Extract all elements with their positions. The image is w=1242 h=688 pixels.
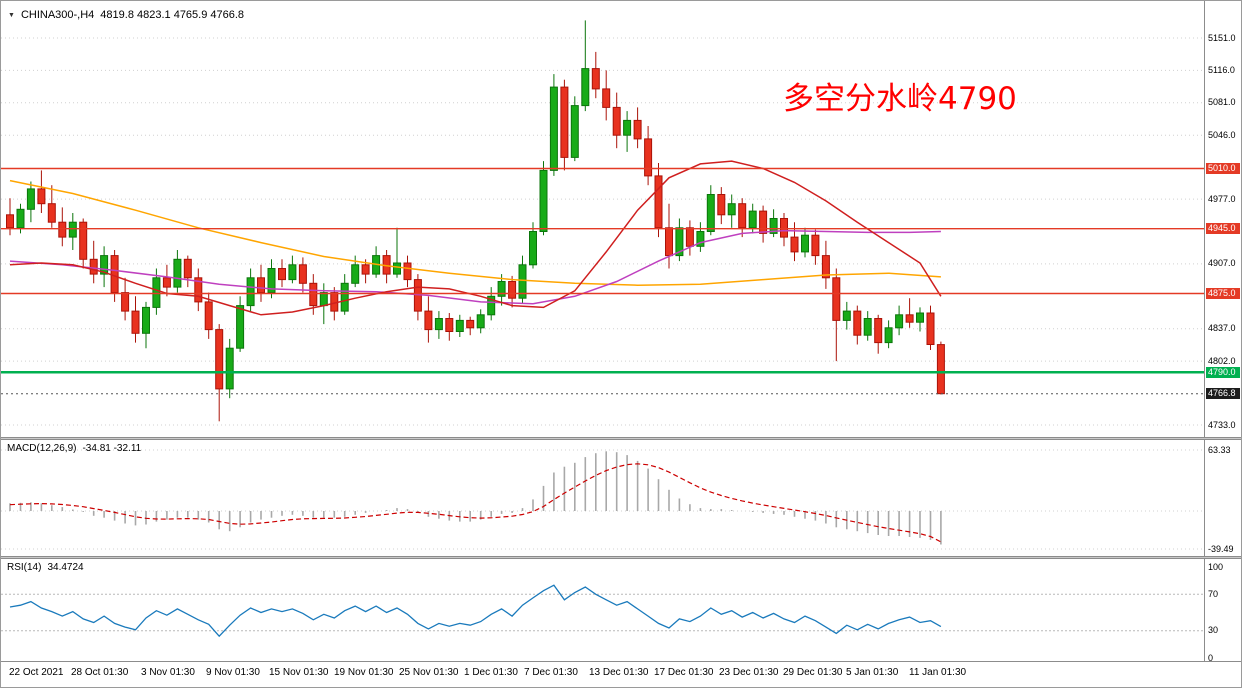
rsi-scale-label: 0 xyxy=(1208,652,1214,663)
macd-name: MACD(12,26,9) xyxy=(7,443,77,454)
rsi-scale-label: 70 xyxy=(1208,588,1219,599)
price-scale-label: 4837.0 xyxy=(1208,323,1236,334)
rsi-panel: RSI(14) 34.4724 100 70 30 0 xyxy=(1,559,1241,663)
rsi-canvas[interactable] xyxy=(1,559,1207,661)
time-axis-label: 17 Dec 01:30 xyxy=(654,667,714,678)
time-axis-label: 28 Oct 01:30 xyxy=(71,667,129,678)
time-axis-label: 7 Dec 01:30 xyxy=(524,667,578,678)
macd-canvas[interactable] xyxy=(1,440,1207,556)
time-axis-label: 23 Dec 01:30 xyxy=(719,667,779,678)
annotation-text[interactable]: 多空分水岭4790 xyxy=(783,81,1017,117)
macd-scale-label: -39.49 xyxy=(1208,543,1234,554)
price-scale-label: 5151.0 xyxy=(1208,32,1236,43)
rsi-name: RSI(14) xyxy=(7,562,42,573)
price-scale-label: 4907.0 xyxy=(1208,258,1236,269)
rsi-value: 34.4724 xyxy=(47,562,84,573)
price-scale-label: 4733.0 xyxy=(1208,419,1236,430)
price-scale-label: 4766.8 xyxy=(1206,388,1240,400)
macd-scale-label: 63.33 xyxy=(1208,444,1231,455)
time-axis-label: 1 Dec 01:30 xyxy=(464,667,518,678)
time-axis-label: 11 Jan 01:30 xyxy=(909,667,967,678)
price-scale-label: 5116.0 xyxy=(1208,64,1235,75)
price-scale-label: 5010.0 xyxy=(1206,163,1240,174)
time-axis-label: 3 Nov 01:30 xyxy=(141,667,195,678)
price-scale-label: 4802.0 xyxy=(1208,355,1236,366)
price-scale-label: 4945.0 xyxy=(1206,223,1240,235)
macd-scale[interactable]: 63.33 -39.49 xyxy=(1204,440,1241,556)
price-chart-canvas[interactable] xyxy=(1,1,1207,437)
expand-panel-icon[interactable]: ▼ xyxy=(8,11,15,19)
symbol-period-label: CHINA300-,H4 xyxy=(20,9,95,21)
macd-values: -34.81 -32.11 xyxy=(82,443,142,454)
time-axis-label: 19 Nov 01:30 xyxy=(334,667,394,678)
macd-panel: MACD(12,26,9) -34.81 -32.11 63.33 -39.49 xyxy=(1,440,1241,556)
panel-splitter[interactable] xyxy=(1,556,1241,559)
price-chart-panel: ▼ CHINA300-,H4 4819.8 4823.1 4765.9 4766… xyxy=(1,1,1241,437)
rsi-label: RSI(14) 34.4724 xyxy=(7,562,84,573)
symbol-ohlc-header: ▼ CHINA300-,H4 4819.8 4823.1 4765.9 4766… xyxy=(8,9,244,21)
price-scale-label: 4790.0 xyxy=(1206,366,1240,378)
time-axis[interactable]: 22 Oct 2021 28 Oct 01:30 3 Nov 01:30 9 Nov … xyxy=(1,661,1241,687)
macd-label: MACD(12,26,9) -34.81 -32.11 xyxy=(7,443,141,454)
time-axis-label: 15 Nov 01:30 xyxy=(269,667,329,678)
time-axis-label: 25 Nov 01:30 xyxy=(399,667,459,678)
rsi-scale-label: 100 xyxy=(1208,561,1224,572)
price-scale-label: 5046.0 xyxy=(1208,129,1236,140)
price-scale-label: 4875.0 xyxy=(1206,288,1240,299)
time-axis-label: 13 Dec 01:30 xyxy=(589,667,649,678)
price-scale-label: 4977.0 xyxy=(1208,193,1236,204)
time-axis-label: 5 Jan 01:30 xyxy=(846,667,899,678)
price-scale-label: 5081.0 xyxy=(1208,97,1236,108)
ohlc-values: 4819.8 4823.1 4765.9 4766.8 xyxy=(100,9,245,21)
rsi-scale[interactable]: 100 70 30 0 xyxy=(1204,559,1241,663)
panel-splitter[interactable] xyxy=(1,437,1241,440)
time-axis-label: 22 Oct 2021 xyxy=(9,667,64,678)
time-axis-label: 29 Dec 01:30 xyxy=(783,667,843,678)
rsi-scale-label: 30 xyxy=(1208,625,1219,636)
price-scale[interactable]: 5151.0 5116.0 5081.0 5046.0 5010.0 4977.0 4945… xyxy=(1204,1,1241,437)
time-axis-label: 9 Nov 01:30 xyxy=(206,667,260,678)
